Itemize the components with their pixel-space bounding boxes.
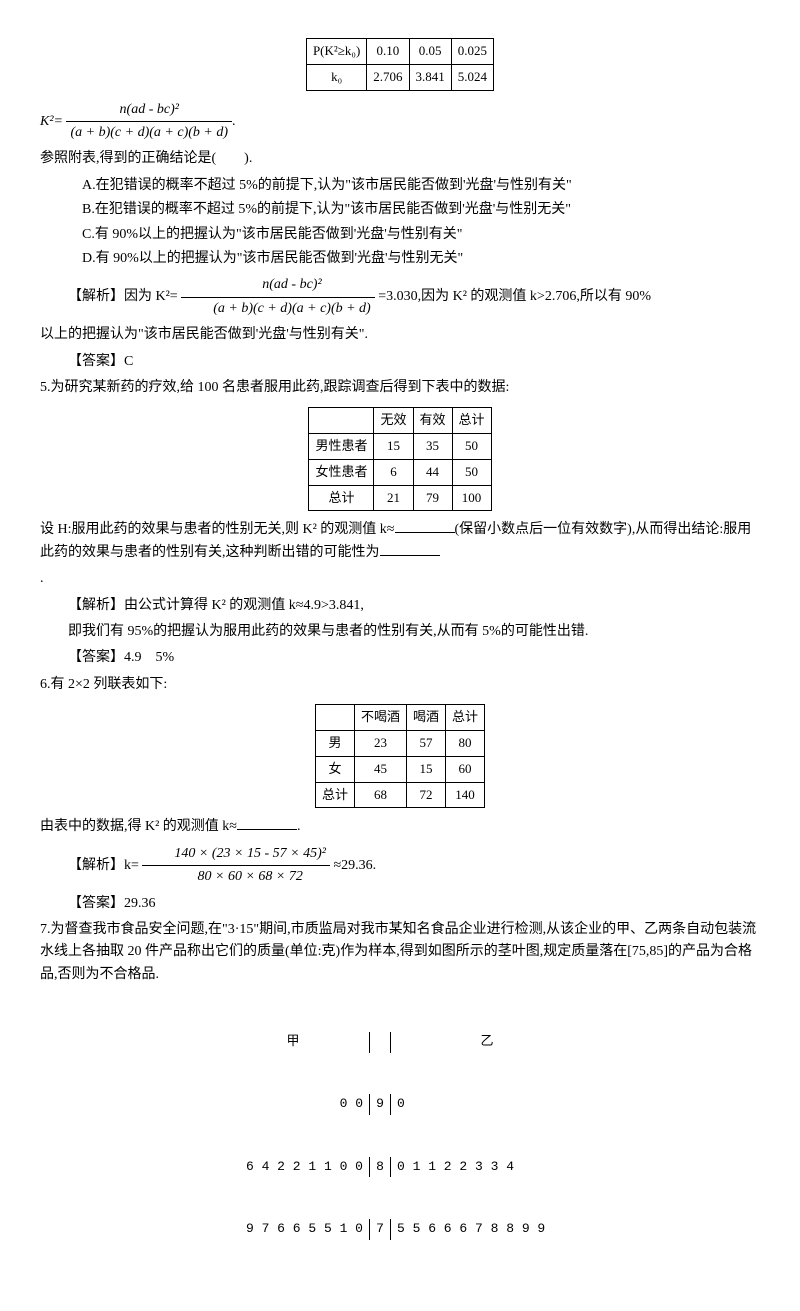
cell: 68 xyxy=(354,782,406,808)
cell: 72 xyxy=(407,782,446,808)
blank xyxy=(380,555,440,556)
cell: 5.024 xyxy=(451,64,493,90)
cell: 44 xyxy=(413,459,452,485)
cell: 女 xyxy=(315,756,354,782)
option-c: C.有 90%以上的把握认为"该市居民能否做到'光盘'与性别有关" xyxy=(82,224,760,246)
cell: 男 xyxy=(315,731,354,757)
option-d: D.有 90%以上的把握认为"该市居民能否做到'光盘'与性别无关" xyxy=(82,248,760,270)
question-5: 5.为研究某新药的疗效,给 100 名患者服用此药,跟踪调查后得到下表中的数据: xyxy=(40,377,760,399)
cell: 总计 xyxy=(315,782,354,808)
cell: k₀ xyxy=(306,64,366,90)
stemleaf-plot: 甲 乙 0 0 9 0 6 4 2 2 1 1 0 0 8 0 1 1 2 2 … xyxy=(40,990,760,1281)
cell: 3.841 xyxy=(409,64,451,90)
cell: 不喝酒 xyxy=(354,705,406,731)
formula-k2: K²= n(ad - bc)² (a + b)(c + d)(a + c)(b … xyxy=(40,99,760,145)
options: A.在犯错误的概率不超过 5%的前提下,认为"该市居民能否做到'光盘'与性别有关… xyxy=(40,175,760,271)
cell: 50 xyxy=(452,434,491,460)
cell: 总计 xyxy=(309,485,374,511)
probability-table: P(K²≥k₀) 0.10 0.05 0.025 k₀ 2.706 3.841 … xyxy=(40,38,760,91)
cell: 15 xyxy=(374,434,413,460)
option-b: B.在犯错误的概率不超过 5%的前提下,认为"该市居民能否做到'光盘'与性别无关… xyxy=(82,199,760,221)
question-5-text: 设 H:服用此药的效果与患者的性别无关,则 K² 的观测值 k≈(保留小数点后一… xyxy=(40,519,760,564)
question-5-dot: . xyxy=(40,568,760,590)
cell: 有效 xyxy=(413,408,452,434)
analysis-1-cont: 以上的把握认为"该市居民能否做到'光盘'与性别有关". xyxy=(40,324,760,346)
option-a: A.在犯错误的概率不超过 5%的前提下,认为"该市居民能否做到'光盘'与性别有关… xyxy=(82,175,760,197)
cell: 女性患者 xyxy=(309,459,374,485)
cell: 喝酒 xyxy=(407,705,446,731)
analysis-1: 【解析】因为 K²= n(ad - bc)² (a + b)(c + d)(a … xyxy=(40,274,760,320)
cell: 45 xyxy=(354,756,406,782)
answer-5: 【答案】4.9 5% xyxy=(40,647,760,669)
cell: 男性患者 xyxy=(309,434,374,460)
cell: 79 xyxy=(413,485,452,511)
cell: 总计 xyxy=(446,705,485,731)
cell: 0.05 xyxy=(409,39,451,65)
analysis-5-2: 即我们有 95%的把握认为服用此药的效果与患者的性别有关,从而有 5%的可能性出… xyxy=(40,621,760,643)
blank xyxy=(237,829,297,830)
cell: 57 xyxy=(407,731,446,757)
cell xyxy=(315,705,354,731)
question-6: 6.有 2×2 列联表如下: xyxy=(40,674,760,696)
cell: 6 xyxy=(374,459,413,485)
cell: 50 xyxy=(452,459,491,485)
cell: 35 xyxy=(413,434,452,460)
cell: 140 xyxy=(446,782,485,808)
table-5: 无效 有效 总计 男性患者 15 35 50 女性患者 6 44 50 总计 2… xyxy=(40,407,760,511)
answer-1: 【答案】C xyxy=(40,351,760,373)
cell: 23 xyxy=(354,731,406,757)
cell xyxy=(309,408,374,434)
analysis-6: 【解析】k= 140 × (23 × 15 - 57 × 45)² 80 × 6… xyxy=(40,843,760,889)
answer-6: 【答案】29.36 xyxy=(40,893,760,915)
cell: 60 xyxy=(446,756,485,782)
cell: 15 xyxy=(407,756,446,782)
cell: 2.706 xyxy=(367,64,409,90)
blank xyxy=(395,532,455,533)
question-7: 7.为督查我市食品安全问题,在"3·15"期间,市质监局对我市某知名食品企业进行… xyxy=(40,919,760,986)
question-6-text: 由表中的数据,得 K² 的观测值 k≈. xyxy=(40,816,760,838)
cell: 总计 xyxy=(452,408,491,434)
cell: 21 xyxy=(374,485,413,511)
cell: 0.10 xyxy=(367,39,409,65)
cell: 无效 xyxy=(374,408,413,434)
cell: P(K²≥k₀) xyxy=(306,39,366,65)
question-intro: 参照附表,得到的正确结论是( ). xyxy=(40,148,760,170)
table-6: 不喝酒 喝酒 总计 男 23 57 80 女 45 15 60 总计 68 72… xyxy=(40,704,760,808)
cell: 80 xyxy=(446,731,485,757)
cell: 0.025 xyxy=(451,39,493,65)
cell: 100 xyxy=(452,485,491,511)
analysis-5-1: 【解析】由公式计算得 K² 的观测值 k≈4.9>3.841, xyxy=(40,595,760,617)
